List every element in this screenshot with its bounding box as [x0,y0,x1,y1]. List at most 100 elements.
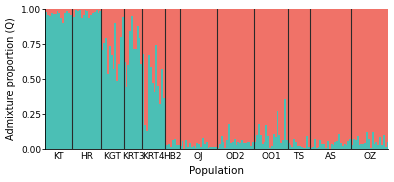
Bar [122,9,124,17]
Bar [198,9,200,144]
Bar [172,140,174,149]
Bar [325,147,327,149]
Bar [292,9,294,147]
Bar [325,9,327,147]
Bar [234,9,236,139]
Bar [239,143,241,149]
Bar [206,9,208,142]
Bar [81,18,83,149]
Bar [353,9,355,139]
Bar [374,144,375,149]
Bar [159,104,161,149]
Bar [68,9,70,13]
Bar [238,142,239,149]
Bar [94,12,96,149]
Bar [154,92,155,149]
Bar [318,147,320,149]
Bar [113,69,114,149]
Bar [99,11,101,149]
Bar [314,139,316,149]
Bar [349,9,351,139]
Bar [79,9,81,10]
Bar [202,9,204,138]
Bar [96,10,98,149]
Bar [312,147,314,149]
Bar [224,148,226,149]
Bar [133,49,135,149]
Bar [256,9,258,135]
Bar [241,9,243,140]
Bar [230,143,232,149]
Bar [103,43,105,149]
Bar [170,147,172,149]
Bar [301,9,303,147]
Bar [292,147,294,149]
Bar [161,9,163,69]
Bar [273,134,275,149]
Bar [85,9,86,10]
Bar [331,144,333,149]
Bar [316,148,318,149]
Bar [124,62,126,149]
Bar [155,9,157,45]
Bar [275,9,277,137]
Bar [269,9,271,148]
Bar [379,9,381,137]
Bar [68,13,70,149]
Bar [375,142,377,149]
Bar [359,9,361,145]
Bar [144,9,146,125]
Bar [77,9,79,11]
Bar [70,15,71,149]
Bar [127,65,129,149]
Bar [178,9,180,145]
Bar [252,9,254,142]
Bar [355,140,357,149]
Bar [280,9,282,143]
Bar [170,9,172,147]
Bar [116,9,118,81]
Bar [124,9,126,62]
Bar [107,9,109,74]
Bar [118,9,120,64]
Bar [129,9,131,31]
Bar [135,9,137,49]
Bar [90,15,92,149]
Bar [187,147,189,149]
Bar [58,13,60,149]
Bar [146,9,148,131]
Bar [236,145,238,149]
Bar [197,143,198,149]
Bar [208,9,210,148]
Bar [189,143,191,149]
Bar [297,9,299,146]
Bar [322,9,323,144]
Bar [307,136,308,149]
Bar [172,9,174,140]
Bar [66,11,68,149]
Bar [202,138,204,149]
Bar [299,9,301,146]
Bar [366,132,368,149]
Bar [146,131,148,149]
Bar [254,9,256,142]
Bar [260,9,262,135]
Bar [383,135,385,149]
Bar [329,9,331,149]
Bar [245,9,247,143]
Bar [280,143,282,149]
Bar [193,146,195,149]
Bar [157,86,159,149]
Bar [284,99,286,149]
Bar [111,9,113,55]
Bar [286,140,288,149]
Bar [294,9,295,139]
Bar [387,9,388,142]
Bar [169,9,170,144]
Bar [226,9,228,141]
Bar [129,31,131,149]
Bar [228,9,230,124]
Bar [79,10,81,149]
Bar [308,147,310,149]
Bar [211,9,213,147]
